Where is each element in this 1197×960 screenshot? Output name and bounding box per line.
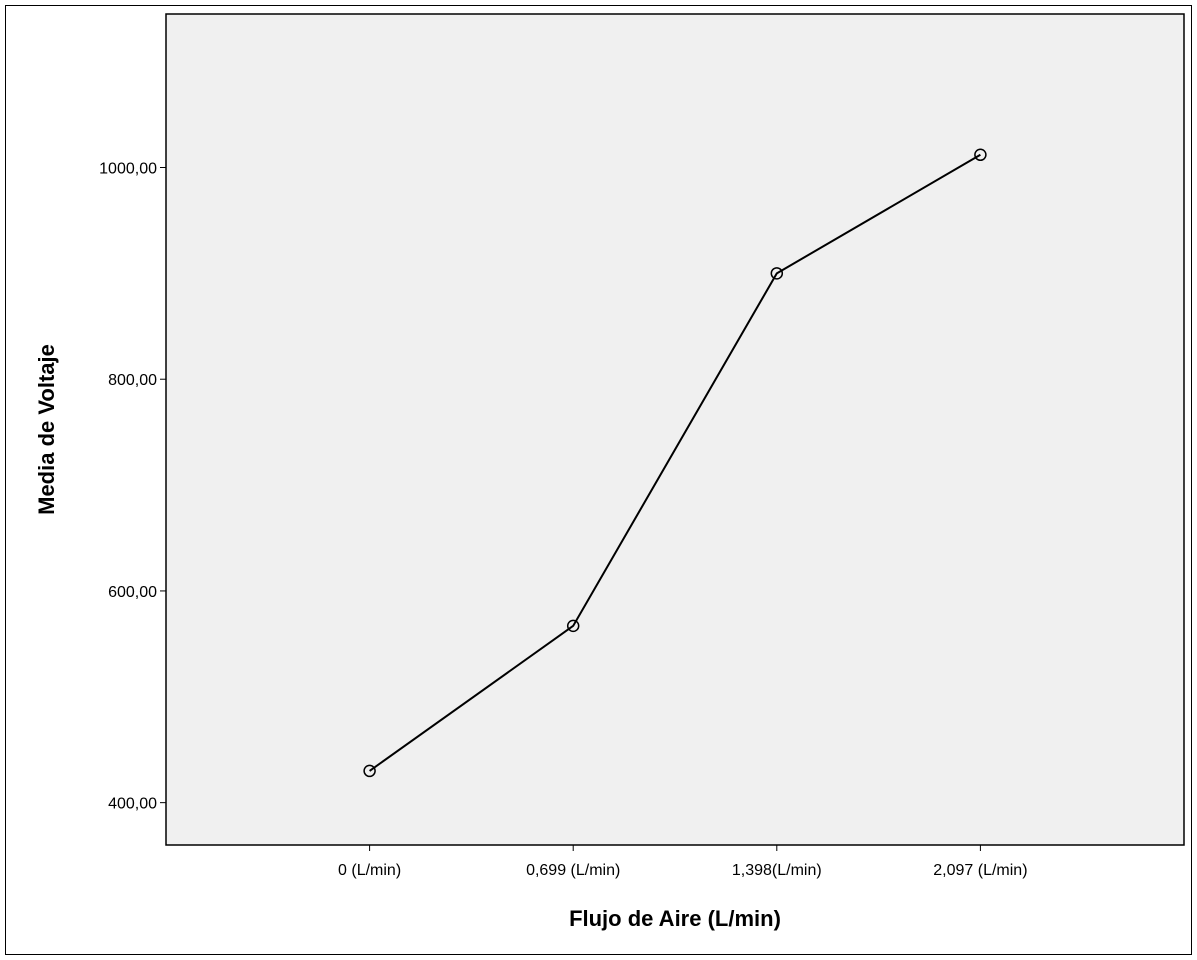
x-tick-label: 1,398(L/min) [732, 862, 822, 879]
series-line [369, 153, 981, 772]
y-tick-label: 800,00 [108, 372, 157, 389]
data-point [566, 619, 580, 633]
data-series [363, 148, 987, 778]
y-axis-title: Media de Voltaje [34, 344, 59, 515]
x-tick-label: 0 (L/min) [338, 862, 401, 879]
x-axis-title: Flujo de Aire (L/min) [569, 906, 781, 931]
x-axis: 0 (L/min) 0,699 (L/min) 1,398(L/min) 2,097 … [338, 845, 1028, 879]
data-point [770, 267, 784, 280]
data-point [363, 764, 376, 778]
y-axis: 400,00 600,00 800,00 1000,00 [99, 160, 166, 813]
y-tick-label: 600,00 [108, 584, 157, 601]
y-tick-label: 400,00 [108, 796, 157, 813]
plot-area [165, 13, 1185, 846]
y-tick-label: 1000,00 [99, 160, 157, 177]
data-point [974, 148, 987, 162]
x-tick-label: 0,699 (L/min) [526, 862, 620, 879]
x-tick-label: 2,097 (L/min) [933, 862, 1027, 879]
